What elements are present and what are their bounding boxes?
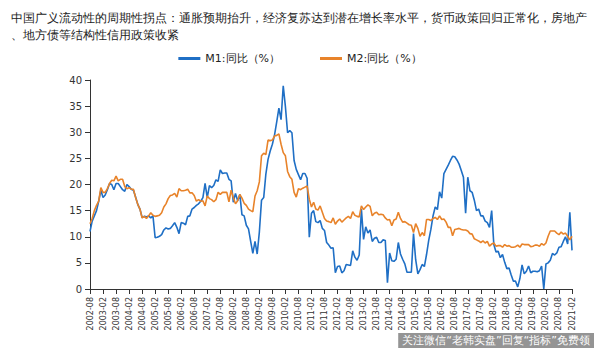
svg-text:2004-08: 2004-08 [138, 297, 147, 330]
svg-text:2010-08: 2010-08 [294, 297, 303, 330]
svg-text:M2:同比（%）: M2:同比（%） [347, 52, 422, 65]
svg-text:、地方债等结构性信用政策收紧: 、地方债等结构性信用政策收紧 [11, 28, 179, 42]
svg-text:2020-02: 2020-02 [541, 297, 550, 330]
svg-text:中国广义流动性的周期性拐点：通胀预期抬升，经济复苏达到潜在增: 中国广义流动性的周期性拐点：通胀预期抬升，经济复苏达到潜在增长率水平，货币政策回… [11, 11, 587, 25]
svg-text:20: 20 [69, 179, 82, 190]
svg-text:2012-02: 2012-02 [333, 297, 342, 330]
svg-text:2020-08: 2020-08 [554, 297, 563, 330]
svg-text:0: 0 [76, 284, 82, 295]
svg-text:2019-02: 2019-02 [515, 297, 524, 330]
svg-text:2007-02: 2007-02 [203, 297, 212, 330]
svg-text:2009-08: 2009-08 [268, 297, 277, 330]
svg-text:2005-02: 2005-02 [151, 297, 160, 330]
svg-text:40: 40 [69, 75, 82, 86]
svg-text:10: 10 [69, 231, 82, 242]
svg-text:15: 15 [69, 205, 82, 216]
svg-text:2012-08: 2012-08 [346, 297, 355, 330]
svg-text:2005-08: 2005-08 [164, 297, 173, 330]
svg-text:M1:同比（%）: M1:同比（%） [205, 52, 280, 65]
svg-text:2003-08: 2003-08 [112, 297, 121, 330]
svg-text:2013-02: 2013-02 [359, 297, 368, 330]
svg-text:2019-08: 2019-08 [528, 297, 537, 330]
svg-text:2017-02: 2017-02 [463, 297, 472, 330]
svg-text:2017-08: 2017-08 [476, 297, 485, 330]
svg-text:2014-08: 2014-08 [398, 297, 407, 330]
svg-text:30: 30 [69, 127, 82, 138]
svg-text:2009-02: 2009-02 [255, 297, 264, 330]
svg-text:5: 5 [76, 257, 82, 268]
svg-text:2002-08: 2002-08 [86, 297, 95, 330]
svg-text:2018-08: 2018-08 [502, 297, 511, 330]
svg-text:2006-08: 2006-08 [190, 297, 199, 330]
svg-text:2008-02: 2008-02 [229, 297, 238, 330]
svg-text:2015-08: 2015-08 [424, 297, 433, 330]
svg-text:2011-08: 2011-08 [320, 297, 329, 330]
svg-text:2004-02: 2004-02 [125, 297, 134, 330]
svg-text:2010-02: 2010-02 [281, 297, 290, 330]
svg-text:2015-02: 2015-02 [411, 297, 420, 330]
svg-text:关注微信“老韩实盘”回复“指标”免费领: 关注微信“老韩实盘”回复“指标”免费领 [402, 334, 590, 347]
svg-text:25: 25 [69, 153, 82, 164]
svg-text:2021-02: 2021-02 [568, 297, 577, 330]
svg-text:2007-08: 2007-08 [216, 297, 225, 330]
svg-text:2013-08: 2013-08 [372, 297, 381, 330]
svg-text:2016-08: 2016-08 [450, 297, 459, 330]
svg-text:2003-02: 2003-02 [99, 297, 108, 330]
svg-text:2018-02: 2018-02 [489, 297, 498, 330]
svg-text:2014-02: 2014-02 [385, 297, 394, 330]
svg-text:2016-02: 2016-02 [437, 297, 446, 330]
svg-text:2006-02: 2006-02 [177, 297, 186, 330]
svg-text:35: 35 [69, 101, 82, 112]
svg-text:2011-02: 2011-02 [307, 297, 316, 330]
svg-text:2008-08: 2008-08 [242, 297, 251, 330]
